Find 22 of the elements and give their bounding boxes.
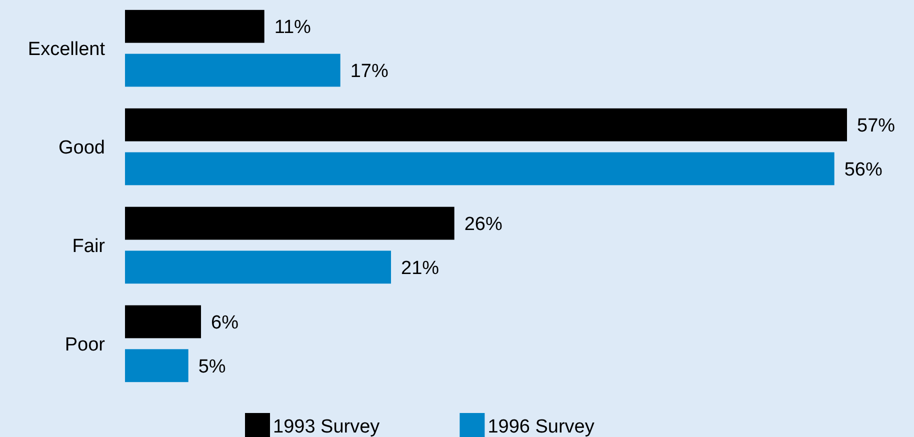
data-label: 6% — [211, 312, 239, 334]
bar — [125, 152, 834, 186]
y-tick-label: Poor — [64, 334, 106, 356]
data-label: 11% — [274, 17, 312, 38]
legend-label: 1996 Survey — [488, 416, 595, 437]
data-label: 17% — [350, 60, 388, 82]
data-label: 21% — [401, 258, 440, 279]
data-label: 56% — [844, 159, 882, 180]
bar — [125, 10, 264, 43]
y-tick-label: Excellent — [28, 38, 106, 60]
legend-label: 1993 Survey — [273, 416, 380, 437]
bar — [125, 206, 454, 240]
bar — [125, 305, 201, 338]
bar — [125, 108, 847, 142]
data-label: 57% — [857, 115, 896, 136]
y-tick-label: Fair — [72, 236, 106, 257]
data-label: 26% — [464, 214, 502, 235]
bar — [125, 250, 391, 284]
bar — [125, 349, 188, 382]
y-tick-label: Good — [58, 137, 105, 158]
bar — [125, 54, 340, 87]
data-label: 5% — [198, 356, 226, 378]
